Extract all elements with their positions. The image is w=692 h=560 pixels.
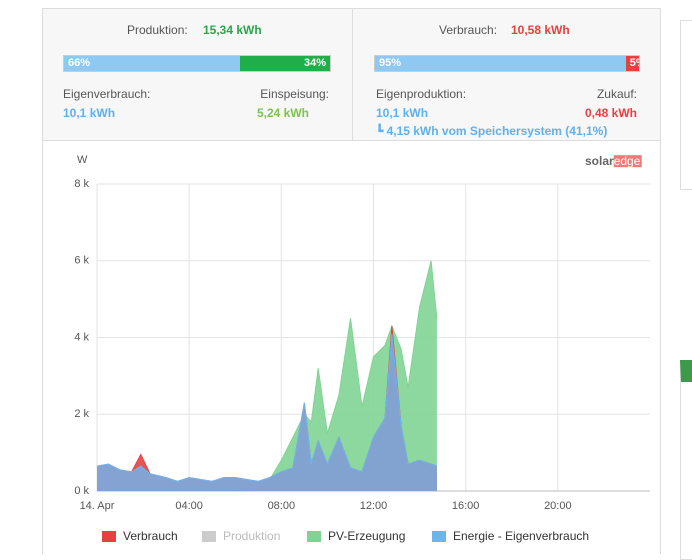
legend-item: Verbrauch xyxy=(102,529,178,543)
share-bar: 95% 5% xyxy=(374,55,640,72)
x-tick-label: 04:00 xyxy=(175,500,203,512)
bar-label: 5% xyxy=(629,57,639,69)
bar-label: 66% xyxy=(68,57,91,69)
value: 15,34 kWh xyxy=(203,23,262,37)
logo-box xyxy=(613,155,642,168)
label: Produktion: xyxy=(127,23,188,37)
y-tick-label: 4 k xyxy=(74,331,89,343)
bar-segment: 95% xyxy=(375,56,626,71)
area-line xyxy=(96,333,438,482)
label: Einspeisung: xyxy=(260,87,329,101)
area-fill xyxy=(97,333,437,491)
label: Eigenverbrauch: xyxy=(63,87,151,101)
side-panel xyxy=(680,360,692,560)
legend-swatch xyxy=(202,531,216,542)
logo: solaredge xyxy=(585,154,641,168)
logo-right: edge xyxy=(614,154,641,168)
value: 10,58 kWh xyxy=(511,23,570,37)
legend-item: Energie - Eigenverbrauch xyxy=(432,529,589,543)
y-tick-label: 2 k xyxy=(74,408,89,420)
legend-swatch xyxy=(102,531,116,542)
value: 0,48 kWh xyxy=(584,106,637,120)
bar-segment: 66% xyxy=(64,56,240,71)
x-tick-label: 12:00 xyxy=(360,500,388,512)
legend-label: Verbrauch xyxy=(123,529,178,543)
label: Verbrauch: xyxy=(439,23,498,37)
x-tick-label: 16:00 xyxy=(452,500,480,512)
bar-segment: 34% xyxy=(239,56,330,71)
legend-swatch xyxy=(307,531,321,542)
legend-item: PV-Erzeugung xyxy=(307,529,405,543)
x-tick-label: 08:00 xyxy=(268,500,296,512)
value: 10,1 kWh xyxy=(376,106,429,120)
share-bar: 66% 34% xyxy=(63,55,331,72)
bar-label: 34% xyxy=(303,57,326,69)
legend-swatch xyxy=(432,531,446,542)
y-axis-label: W xyxy=(77,154,88,166)
label: Eigenproduktion: xyxy=(376,87,467,101)
chart: W solaredge 0 k 2 k 4 k 6 k 8 k 14. Apr 04:00 0… xyxy=(42,140,661,554)
value: 5,24 kWh xyxy=(256,106,309,120)
note-text: 4,15 kWh vom Speichersystem (41,1%) xyxy=(386,124,608,138)
label: Zukauf: xyxy=(596,87,637,101)
bar-segment: 5% xyxy=(625,56,639,71)
summary-consumption: Verbrauch: 10,58 kWh 95% 5% Eigenprodukti… xyxy=(352,8,661,141)
note: ┗ 4,15 kWh vom Speichersystem (41,1%) xyxy=(376,124,608,138)
summary-production: Produktion: 15,34 kWh 66% 34% Eigenverbra… xyxy=(42,8,353,141)
value: 10,1 kWh xyxy=(63,106,116,120)
legend-label: Energie - Eigenverbrauch xyxy=(453,529,589,543)
y-tick-label: 0 k xyxy=(74,485,89,497)
logo-left: solar xyxy=(585,154,614,168)
side-panel xyxy=(680,20,692,190)
legend-label: Produktion xyxy=(223,529,280,543)
x-tick-label: 20:00 xyxy=(544,500,572,512)
x-tick-label: 14. Apr xyxy=(80,500,115,512)
y-tick-label: 6 k xyxy=(74,255,89,267)
legend-item: Produktion xyxy=(202,529,280,543)
y-tick-label: 8 k xyxy=(74,178,89,190)
area-fill xyxy=(97,260,437,491)
legend-label: PV-Erzeugung xyxy=(328,529,405,543)
bar-label: 95% xyxy=(379,57,402,69)
